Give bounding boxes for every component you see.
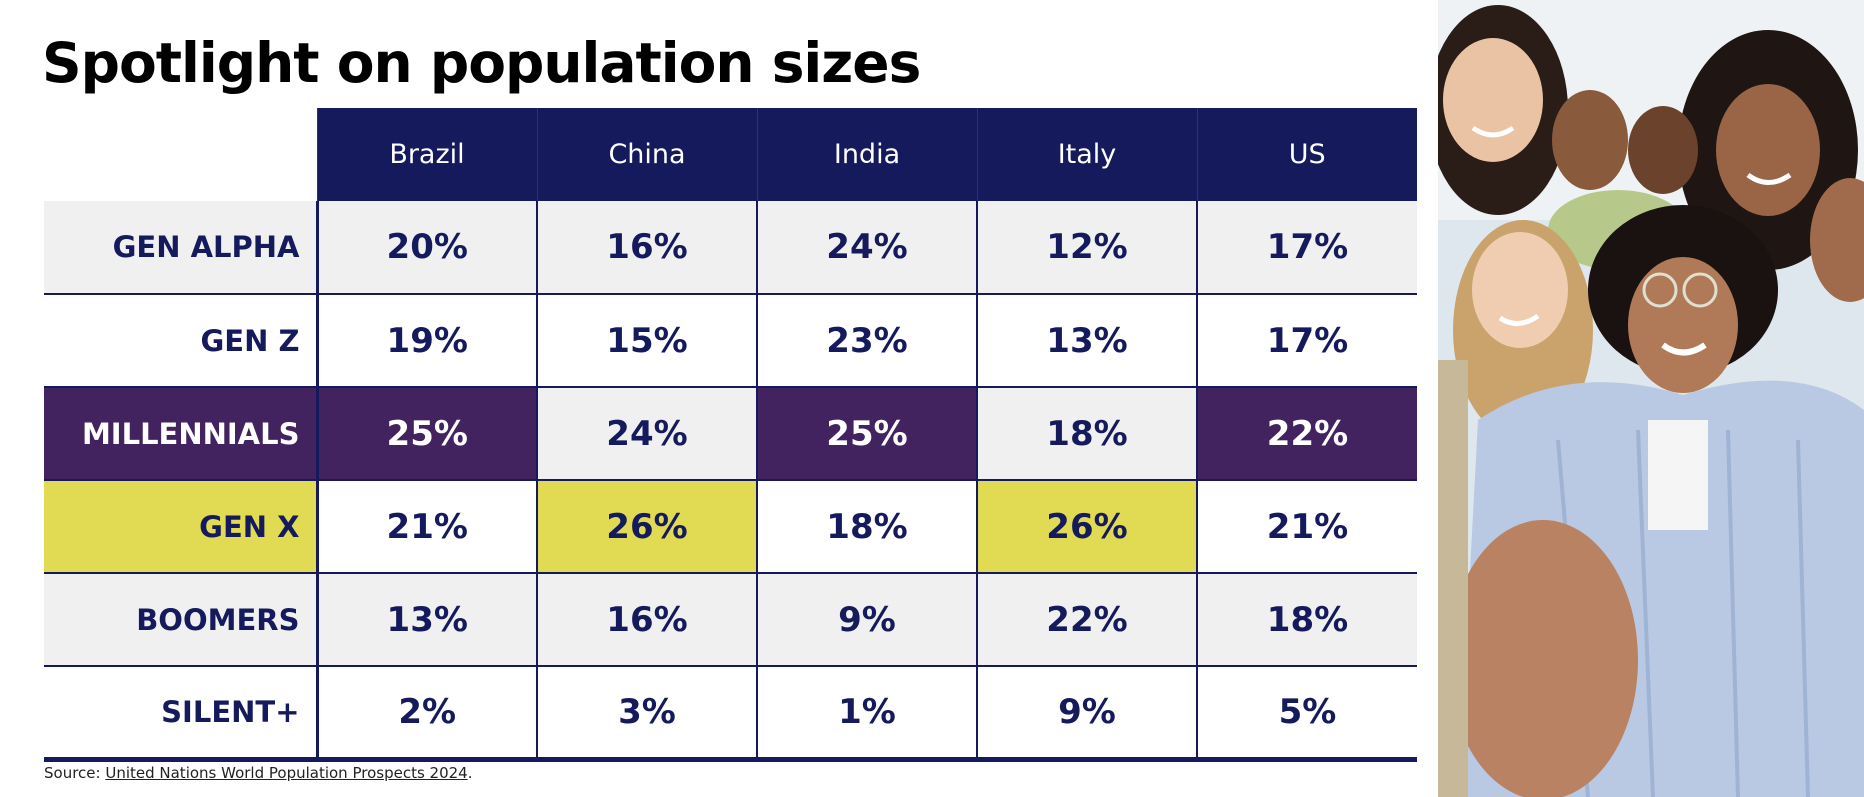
column-header-china: China	[536, 108, 757, 201]
table-cell: 19%	[316, 294, 537, 388]
table-cell: 5%	[1196, 666, 1417, 762]
source-note: Source: United Nations World Population …	[44, 764, 472, 782]
table-row-millennials: MILLENNIALS 25% 24% 25% 18% 22%	[44, 387, 1417, 481]
table-cell: 9%	[756, 573, 977, 667]
table-cell: 24%	[756, 201, 977, 295]
table-cell-highlight-purple: 25%	[756, 387, 977, 481]
table-row-silent: SILENT+ 2% 3% 1% 9% 5%	[44, 666, 1417, 762]
table-cell: 12%	[976, 201, 1197, 295]
table-corner	[44, 108, 317, 201]
table-cell: 18%	[1196, 573, 1417, 667]
table-cell: 13%	[976, 294, 1197, 388]
photo-illustration	[1438, 0, 1864, 797]
table-cell: 22%	[976, 573, 1197, 667]
row-label: GEN ALPHA	[44, 201, 319, 295]
row-label: BOOMERS	[44, 573, 319, 667]
source-suffix: .	[467, 764, 473, 782]
table-row-gen-alpha: GEN ALPHA 20% 16% 24% 12% 17%	[44, 201, 1417, 295]
column-header-brazil: Brazil	[316, 108, 537, 201]
source-prefix: Source:	[44, 764, 106, 782]
table-cell-highlight-yellow: 26%	[536, 480, 757, 574]
row-label: MILLENNIALS	[44, 387, 319, 481]
table-row-gen-z: GEN Z 19% 15% 23% 13% 17%	[44, 294, 1417, 388]
table-cell-highlight-yellow: 26%	[976, 480, 1197, 574]
table-cell: 18%	[756, 480, 977, 574]
group-selfie-photo	[1438, 0, 1864, 797]
table-cell: 15%	[536, 294, 757, 388]
table-cell: 16%	[536, 201, 757, 295]
table-header-row: Brazil China India Italy US	[44, 108, 1417, 201]
population-table: Brazil China India Italy US GEN ALPHA 20…	[44, 108, 1417, 762]
table-cell: 2%	[316, 666, 537, 762]
table-cell-highlight-purple: 25%	[316, 387, 537, 481]
page-title: Spotlight on population sizes	[42, 31, 921, 95]
row-label: GEN X	[44, 480, 319, 574]
table-cell: 17%	[1196, 294, 1417, 388]
table-cell: 16%	[536, 573, 757, 667]
table-cell: 21%	[1196, 480, 1417, 574]
table-cell: 9%	[976, 666, 1197, 762]
table-cell-highlight-purple: 22%	[1196, 387, 1417, 481]
table-cell: 1%	[756, 666, 977, 762]
table-cell: 17%	[1196, 201, 1417, 295]
table-row-boomers: BOOMERS 13% 16% 9% 22% 18%	[44, 573, 1417, 667]
source-link[interactable]: United Nations World Population Prospect…	[105, 764, 468, 782]
table-row-gen-x: GEN X 21% 26% 18% 26% 21%	[44, 480, 1417, 574]
table-cell: 13%	[316, 573, 537, 667]
table-cell: 23%	[756, 294, 977, 388]
column-header-italy: Italy	[976, 108, 1197, 201]
column-header-us: US	[1196, 108, 1417, 201]
row-label: GEN Z	[44, 294, 319, 388]
table-cell: 3%	[536, 666, 757, 762]
table-cell: 21%	[316, 480, 537, 574]
table-cell: 24%	[536, 387, 757, 481]
table-cell: 20%	[316, 201, 537, 295]
column-header-india: India	[756, 108, 977, 201]
row-label: SILENT+	[44, 666, 319, 762]
table-cell: 18%	[976, 387, 1197, 481]
